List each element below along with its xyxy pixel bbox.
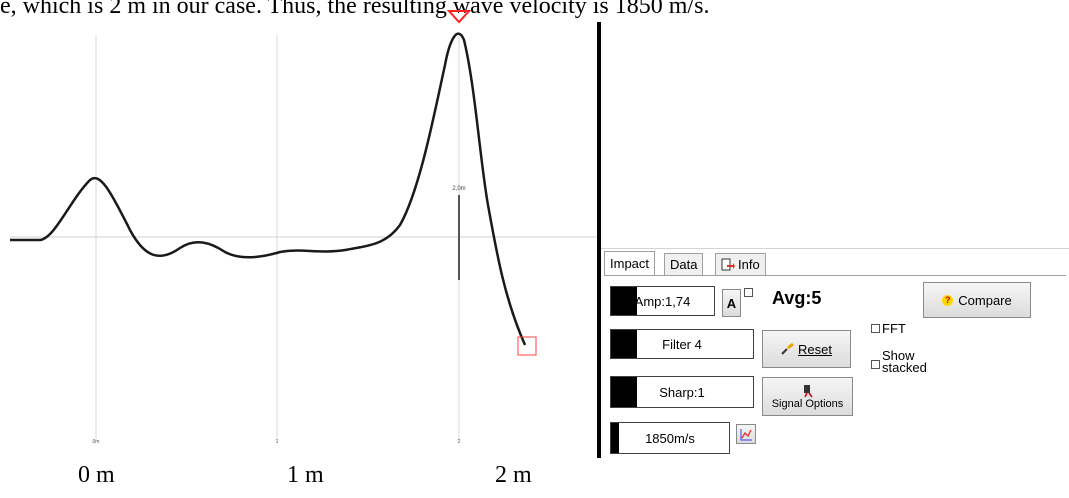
compare-button-label: Compare [958, 292, 1012, 308]
velocity-slider-fill [611, 423, 620, 453]
control-panel: Impact Data Info Amp:1,74 A Avg:5 ? Comp… [601, 248, 1069, 458]
reset-button-label: Reset [798, 341, 832, 357]
tab-info[interactable]: Info [715, 253, 766, 275]
distance-label-1m: 1 m [287, 462, 324, 488]
document-text-line: e, which is 2 m in our case. Thus, the r… [0, 0, 710, 19]
x-tick-label: 1 [276, 439, 279, 445]
amp-slider-fill [611, 287, 637, 315]
signal-waveform [10, 32, 527, 346]
tab-impact-label: Impact [610, 256, 650, 271]
tab-info-label: Info [738, 257, 760, 272]
sharp-slider[interactable]: Sharp:1 [610, 376, 754, 408]
top-marker-triangle [446, 10, 472, 24]
filter-slider[interactable]: Filter 4 [610, 329, 754, 359]
signal-options-button[interactable]: Signal Options [762, 377, 853, 416]
x-tick-label: 0m [93, 439, 100, 445]
tab-data-label: Data [670, 257, 698, 272]
filter-slider-label: Filter 4 [662, 336, 702, 352]
fft-label: FFT [882, 321, 906, 336]
show-stacked-label: Show stacked [882, 348, 927, 375]
panel-top-border [601, 248, 1069, 249]
fft-checkbox[interactable] [871, 324, 880, 333]
chart-icon-button[interactable] [736, 424, 756, 444]
signal-plot: 2,0m 0m 1 2 [10, 10, 597, 445]
avg-label: Avg:5 [772, 288, 822, 308]
filter-slider-fill [611, 330, 637, 358]
compare-button[interactable]: ? Compare [923, 282, 1031, 318]
reset-button[interactable]: Reset [762, 330, 851, 368]
position-marker-label: 2,0m [452, 186, 465, 192]
velocity-slider-label: 1850m/s [645, 430, 695, 446]
end-marker-square [517, 336, 537, 356]
tab-data[interactable]: Data [664, 253, 704, 275]
amp-slider-label: Amp:1,74 [634, 293, 691, 309]
info-page-icon [721, 258, 735, 272]
sharp-slider-fill [611, 377, 637, 407]
show-stacked-checkbox[interactable] [871, 360, 880, 369]
signal-options-icon [802, 384, 814, 398]
velocity-slider[interactable]: 1850m/s [610, 422, 730, 454]
tab-body-border [604, 275, 1066, 276]
distance-label-2m: 2 m [495, 462, 532, 488]
auto-amp-button[interactable]: A [722, 289, 741, 317]
panel-divider [597, 22, 601, 458]
reset-brush-icon [781, 342, 795, 355]
auto-amp-button-label: A [726, 295, 737, 311]
distance-label-0m: 0 m [78, 462, 115, 488]
x-tick-label: 2 [458, 439, 461, 445]
amp-slider[interactable]: Amp:1,74 [610, 286, 715, 316]
auto-amp-checkbox[interactable] [744, 288, 753, 297]
chart-icon [740, 428, 753, 441]
sharp-slider-label: Sharp:1 [659, 384, 705, 400]
help-icon: ? [942, 294, 954, 306]
tab-impact[interactable]: Impact [604, 251, 656, 275]
signal-options-button-label: Signal Options [771, 397, 844, 410]
